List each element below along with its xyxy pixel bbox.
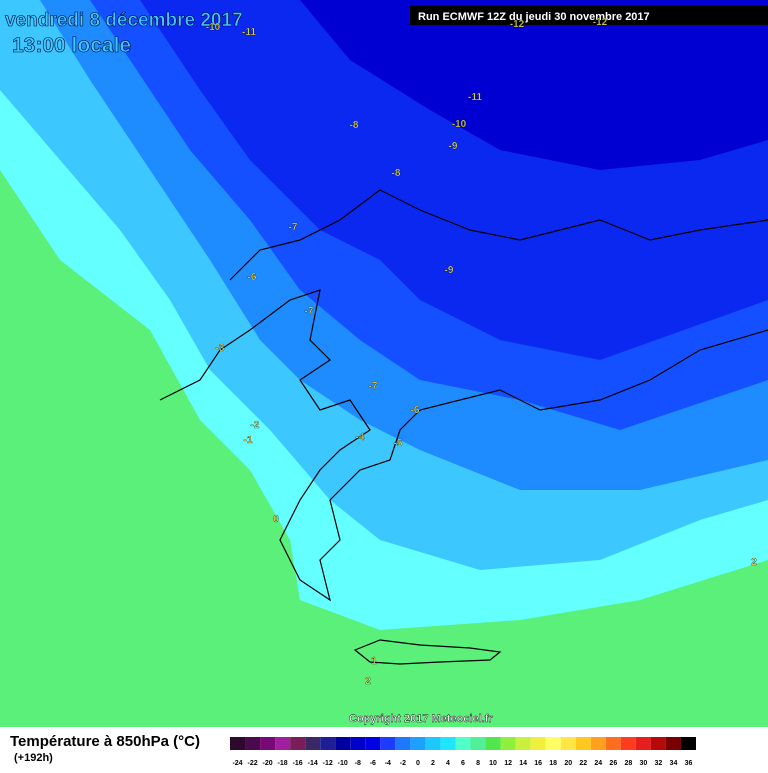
legend-tick-label: 18 bbox=[549, 760, 557, 767]
legend-swatch bbox=[605, 737, 621, 750]
legend-swatch bbox=[470, 737, 486, 750]
legend-tick-label: 32 bbox=[655, 760, 663, 767]
legend-tick-label: 2 bbox=[431, 760, 435, 767]
legend-swatch bbox=[290, 737, 306, 750]
legend-swatch bbox=[335, 737, 351, 750]
legend-tick-label: -4 bbox=[385, 760, 391, 767]
legend-swatch bbox=[440, 737, 456, 750]
legend-swatch bbox=[230, 737, 246, 750]
legend-tick-label: 20 bbox=[564, 760, 572, 767]
contour-label: -9 bbox=[449, 141, 458, 152]
legend-swatch bbox=[680, 737, 696, 750]
run-label: Run ECMWF 12Z du jeudi 30 novembre 2017 bbox=[418, 11, 650, 23]
legend-swatch bbox=[395, 737, 411, 750]
title: vendredi 8 décembre 2017 bbox=[5, 10, 243, 31]
legend-swatch bbox=[560, 737, 576, 750]
legend-swatch bbox=[575, 737, 591, 750]
legend-swatch bbox=[275, 737, 291, 750]
legend-tick-label: 36 bbox=[685, 760, 693, 767]
legend-swatch bbox=[425, 737, 441, 750]
legend-tick-label: -10 bbox=[338, 760, 348, 767]
legend-swatch bbox=[380, 737, 396, 750]
contour-label: -3 bbox=[216, 343, 225, 354]
contour-label: -11 bbox=[242, 27, 256, 38]
contour-label: 2 bbox=[365, 676, 371, 687]
contour-label: -2 bbox=[251, 420, 260, 431]
legend-swatch bbox=[650, 737, 666, 750]
subtitle: 13:00 locale bbox=[12, 34, 131, 57]
legend-swatch bbox=[410, 737, 426, 750]
legend-tick-label: 12 bbox=[504, 760, 512, 767]
legend-swatch bbox=[590, 737, 606, 750]
legend-swatch bbox=[350, 737, 366, 750]
legend-tick-label: -22 bbox=[247, 760, 257, 767]
legend-tick-label: 0 bbox=[416, 760, 420, 767]
legend-lead: (+192h) bbox=[14, 752, 53, 764]
contour-label: -11 bbox=[468, 92, 482, 103]
contour-label: 2 bbox=[751, 557, 757, 568]
contour-label: -6 bbox=[411, 405, 420, 416]
legend-swatch bbox=[620, 737, 636, 750]
legend-tick-label: -2 bbox=[400, 760, 406, 767]
legend-tick-label: -24 bbox=[232, 760, 242, 767]
legend-swatch bbox=[485, 737, 501, 750]
contour-label: -10 bbox=[206, 22, 221, 33]
legend-swatch bbox=[500, 737, 516, 750]
legend-tick-label: 30 bbox=[639, 760, 647, 767]
contour-label: -6 bbox=[248, 272, 257, 283]
legend-tick-label: 24 bbox=[594, 760, 602, 767]
legend-tick-label: 4 bbox=[446, 760, 450, 767]
contour-label: 0 bbox=[273, 514, 279, 525]
legend-tick-label: -18 bbox=[278, 760, 288, 767]
legend-swatch bbox=[530, 737, 546, 750]
contour-label: -8 bbox=[350, 120, 359, 131]
legend-tick-label: -16 bbox=[293, 760, 303, 767]
legend-tick-label: 8 bbox=[476, 760, 480, 767]
legend-tick-label: 14 bbox=[519, 760, 527, 767]
legend-swatch bbox=[245, 737, 261, 750]
legend-tick-label: 34 bbox=[670, 760, 678, 767]
contour-label: -12 bbox=[510, 19, 525, 30]
contour-label: 1 bbox=[371, 656, 377, 667]
copyright: Copyright 2017 Meteociel.fr bbox=[349, 713, 493, 725]
island-crete bbox=[353, 639, 502, 665]
legend-swatch bbox=[260, 737, 276, 750]
legend-tick-label: 16 bbox=[534, 760, 542, 767]
legend-tick-label: 10 bbox=[489, 760, 497, 767]
legend-swatch bbox=[665, 737, 681, 750]
contour-label: -10 bbox=[452, 119, 467, 130]
legend-swatch bbox=[545, 737, 561, 750]
legend-swatch bbox=[635, 737, 651, 750]
contour-label: -9 bbox=[445, 265, 454, 276]
legend-swatch bbox=[365, 737, 381, 750]
contour-label: -5 bbox=[394, 438, 403, 449]
legend-tick-label: -8 bbox=[355, 760, 361, 767]
contour-label: -7 bbox=[305, 306, 314, 317]
contour-label: -8 bbox=[392, 168, 401, 179]
legend-title: Température à 850hPa (°C) bbox=[10, 733, 200, 750]
legend-tick-label: 22 bbox=[579, 760, 587, 767]
zone-darkest-blue bbox=[300, 0, 768, 170]
legend-tick-label: -12 bbox=[323, 760, 333, 767]
legend-tick-label: 6 bbox=[461, 760, 465, 767]
coastline bbox=[229, 189, 768, 281]
coastline bbox=[159, 289, 768, 602]
legend-tick-label: 26 bbox=[609, 760, 617, 767]
contour-label: -4 bbox=[356, 432, 365, 443]
legend-swatch bbox=[320, 737, 336, 750]
contour-label: -12 bbox=[593, 17, 608, 28]
contour-label: -7 bbox=[369, 381, 378, 392]
legend-swatch bbox=[515, 737, 531, 750]
legend-tick-label: -20 bbox=[263, 760, 273, 767]
legend-swatch bbox=[455, 737, 471, 750]
contour-label: -7 bbox=[289, 222, 298, 233]
legend-tick-label: 28 bbox=[624, 760, 632, 767]
legend-tick-label: -6 bbox=[370, 760, 376, 767]
contour-label: -1 bbox=[244, 435, 253, 446]
legend-swatch bbox=[305, 737, 321, 750]
legend-tick-label: -14 bbox=[308, 760, 318, 767]
run-box bbox=[410, 5, 768, 25]
